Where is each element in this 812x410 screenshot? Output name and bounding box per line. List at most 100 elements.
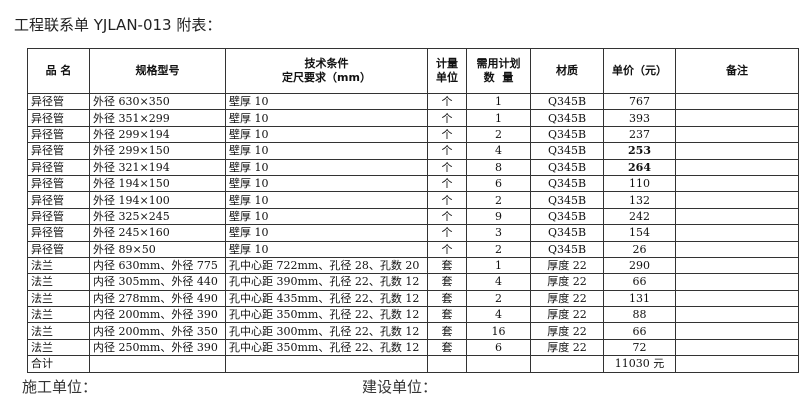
- cell-material: Q345B: [530, 207, 604, 226]
- cell-name: 法兰: [27, 273, 90, 291]
- cell-qty: 3: [466, 224, 531, 242]
- cell-tech: 壁厚 10: [225, 142, 428, 160]
- cell-note: [675, 174, 799, 193]
- cell-qty: 1: [466, 92, 531, 111]
- cell-name: 法兰: [27, 322, 90, 340]
- table-row: 异径管 外径 325×245 壁厚 10 个 9 Q345B 242: [27, 207, 799, 226]
- cell-name: 异径管: [27, 142, 90, 160]
- cell-note: [675, 240, 799, 258]
- cell-tech: 壁厚 10: [225, 224, 428, 242]
- cell-qty: 4: [466, 306, 531, 324]
- total-row: 合计 11030 元: [27, 355, 799, 373]
- cell-material: Q345B: [530, 174, 604, 193]
- total-empty-cell: [89, 355, 226, 373]
- cell-name: 异径管: [27, 92, 90, 111]
- cell-tech: 壁厚 10: [225, 125, 428, 144]
- cell-unit: 套: [427, 273, 467, 291]
- header-price: 单价（元）: [603, 48, 676, 94]
- cell-name: 法兰: [27, 256, 90, 275]
- cell-material: 厚度 22: [530, 306, 604, 324]
- cell-unit: 套: [427, 289, 467, 308]
- table-row: 异径管 外径 630×350 壁厚 10 个 1 Q345B 767: [27, 92, 799, 111]
- cell-name: 法兰: [27, 289, 90, 308]
- cell-qty: 2: [466, 240, 531, 258]
- document-title: 工程联系单 YJLAN-013 附表：: [14, 16, 222, 34]
- cell-tech: 壁厚 10: [225, 240, 428, 258]
- cell-price: 264: [603, 158, 676, 176]
- table-row: 法兰 内径 630mm、外径 775 孔中心距 722mm、孔径 28、孔数 20 套…: [27, 256, 799, 275]
- cell-tech: 壁厚 10: [225, 207, 428, 226]
- cell-name: 异径管: [27, 174, 90, 193]
- cell-qty: 16: [466, 322, 531, 340]
- cell-material: Q345B: [530, 191, 604, 209]
- cell-name: 异径管: [27, 125, 90, 144]
- cell-unit: 个: [427, 224, 467, 242]
- total-empty-cell: [675, 355, 799, 373]
- cell-note: [675, 322, 799, 340]
- cell-note: [675, 191, 799, 209]
- cell-tech: 壁厚 10: [225, 174, 428, 193]
- cell-name: 异径管: [27, 191, 90, 209]
- cell-qty: 2: [466, 289, 531, 308]
- cell-material: Q345B: [530, 125, 604, 144]
- cell-price: 290: [603, 256, 676, 275]
- cell-spec: 外径 194×100: [89, 191, 226, 209]
- cell-note: [675, 158, 799, 176]
- cell-qty: 6: [466, 174, 531, 193]
- table-row: 异径管 外径 321×194 壁厚 10 个 8 Q345B 264: [27, 158, 799, 176]
- cell-price: 66: [603, 322, 676, 340]
- total-empty-cell: [225, 355, 428, 373]
- cell-spec: 外径 299×150: [89, 142, 226, 160]
- cell-note: [675, 338, 799, 357]
- cell-material: 厚度 22: [530, 289, 604, 308]
- cell-note: [675, 224, 799, 242]
- cell-price: 131: [603, 289, 676, 308]
- table-row: 异径管 外径 299×194 壁厚 10 个 2 Q345B 237: [27, 125, 799, 144]
- total-price: 11030 元: [603, 355, 676, 373]
- table-row: 法兰 内径 200mm、外径 350 孔中心距 300mm、孔径 22、孔数 12 套…: [27, 322, 799, 340]
- table-row: 异径管 外径 194×100 壁厚 10 个 2 Q345B 132: [27, 191, 799, 209]
- contractor-label: 施工单位：: [22, 378, 98, 396]
- cell-tech: 孔中心距 722mm、孔径 28、孔数 20: [225, 256, 428, 275]
- cell-name: 法兰: [27, 338, 90, 357]
- price-table: 品 名规格型号 技术条件 定尺要求（mm） 计量 单位 需用计划 数 量材质 单价（元）…: [27, 48, 799, 373]
- table-row: 异径管 外径 245×160 壁厚 10 个 3 Q345B 154: [27, 224, 799, 242]
- cell-note: [675, 289, 799, 308]
- cell-qty: 1: [466, 109, 531, 127]
- cell-price: 72: [603, 338, 676, 357]
- cell-spec: 内径 250mm、外径 390: [89, 338, 226, 357]
- header-note: 备注: [675, 48, 799, 94]
- cell-tech: 孔中心距 350mm、孔径 22、孔数 12: [225, 306, 428, 324]
- cell-qty: 2: [466, 191, 531, 209]
- cell-spec: 外径 321×194: [89, 158, 226, 176]
- header-name: 品 名: [27, 48, 90, 94]
- cell-name: 异径管: [27, 224, 90, 242]
- cell-material: 厚度 22: [530, 338, 604, 357]
- cell-name: 法兰: [27, 306, 90, 324]
- total-empty-cell: [427, 355, 467, 373]
- cell-note: [675, 92, 799, 111]
- cell-spec: 内径 200mm、外径 390: [89, 306, 226, 324]
- cell-spec: 外径 351×299: [89, 109, 226, 127]
- table-row: 法兰 内径 200mm、外径 390 孔中心距 350mm、孔径 22、孔数 12 套…: [27, 306, 799, 324]
- cell-spec: 内径 200mm、外径 350: [89, 322, 226, 340]
- cell-name: 异径管: [27, 240, 90, 258]
- table-row: 法兰 内径 278mm、外径 490 孔中心距 435mm、孔径 22、孔数 12 套…: [27, 289, 799, 308]
- cell-note: [675, 273, 799, 291]
- cell-price: 242: [603, 207, 676, 226]
- cell-spec: 外径 325×245: [89, 207, 226, 226]
- cell-unit: 个: [427, 240, 467, 258]
- cell-material: Q345B: [530, 92, 604, 111]
- cell-unit: 个: [427, 158, 467, 176]
- cell-price: 66: [603, 273, 676, 291]
- cell-unit: 套: [427, 306, 467, 324]
- cell-unit: 个: [427, 207, 467, 226]
- owner-label: 建设单位：: [362, 378, 438, 396]
- cell-note: [675, 142, 799, 160]
- cell-tech: 壁厚 10: [225, 158, 428, 176]
- cell-name: 异径管: [27, 158, 90, 176]
- cell-material: Q345B: [530, 224, 604, 242]
- cell-price: 767: [603, 92, 676, 111]
- cell-price: 132: [603, 191, 676, 209]
- cell-qty: 1: [466, 256, 531, 275]
